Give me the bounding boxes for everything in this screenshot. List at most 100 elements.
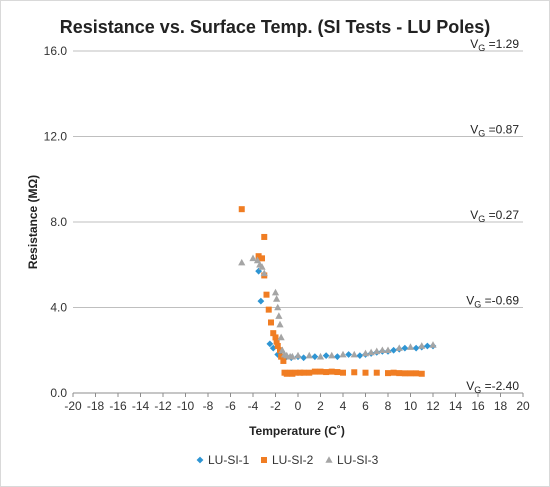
- data-point-lu-si-2: [328, 368, 335, 375]
- data-point-lu-si-2: [259, 255, 265, 262]
- data-point-lu-si-3: [274, 303, 282, 311]
- data-point-lu-si-2: [278, 353, 285, 360]
- data-point-lu-si-2: [261, 233, 268, 240]
- data-point-lu-si-1: [266, 340, 274, 348]
- data-point-lu-si-2: [292, 369, 299, 376]
- data-point-lu-si-3: [278, 346, 286, 354]
- data-point-lu-si-2: [351, 369, 358, 376]
- data-point-lu-si-1: [412, 344, 420, 352]
- x-tick-label: -4: [248, 399, 259, 413]
- legend-marker-lu-si-3: [325, 456, 333, 463]
- data-point-lu-si-1: [311, 353, 319, 361]
- data-point-lu-si-3: [253, 256, 262, 264]
- legend-marker-lu-si-2: [261, 457, 267, 463]
- y-tick-label: 12.0: [44, 130, 68, 144]
- vg-annotation: VG =0.27: [470, 208, 519, 224]
- data-point-lu-si-3: [384, 346, 392, 354]
- chart-title: Resistance vs. Surface Temp. (SI Tests -…: [60, 17, 490, 37]
- data-point-lu-si-3: [275, 312, 283, 319]
- x-tick-label: -6: [225, 399, 236, 413]
- data-point-lu-si-3: [418, 342, 426, 349]
- x-tick-label: -18: [87, 399, 105, 413]
- x-tick-label: -2: [270, 399, 281, 413]
- x-tick-label: -16: [109, 399, 127, 413]
- data-point-lu-si-2: [373, 369, 380, 376]
- data-point-lu-si-3: [361, 349, 370, 357]
- data-point-lu-si-3: [378, 346, 386, 354]
- data-point-lu-si-2: [396, 370, 403, 377]
- legend-label: LU-SI-3: [337, 453, 379, 467]
- data-point-lu-si-3: [273, 295, 281, 302]
- gridlines: [73, 50, 523, 308]
- data-point-lu-si-2: [277, 347, 283, 354]
- data-point-lu-si-2: [263, 291, 270, 298]
- data-point-lu-si-2: [385, 370, 391, 377]
- data-point-lu-si-3: [277, 333, 285, 341]
- data-point-lu-si-2: [265, 306, 272, 313]
- data-point-lu-si-1: [401, 344, 409, 352]
- legend-label: LU-SI-1: [208, 453, 250, 467]
- data-point-lu-si-3: [328, 351, 336, 359]
- data-point-lu-si-3: [305, 351, 313, 359]
- data-point-lu-si-1: [333, 353, 341, 361]
- data-point-lu-si-2: [270, 330, 277, 337]
- axes: [72, 392, 524, 397]
- data-point-lu-si-2: [289, 370, 296, 377]
- data-point-lu-si-1: [423, 342, 431, 350]
- vg-annotation: VG =1.29: [470, 37, 519, 53]
- data-point-lu-si-3: [395, 344, 403, 351]
- x-tick-label: 2: [317, 399, 324, 413]
- data-point-lu-si-1: [390, 346, 398, 354]
- data-point-lu-si-3: [339, 350, 347, 358]
- data-point-lu-si-2: [413, 370, 420, 377]
- x-tick-label: 12: [426, 399, 440, 413]
- data-point-lu-si-3: [429, 341, 437, 348]
- data-point-lu-si-2: [334, 369, 341, 376]
- data-point-lu-si-1: [300, 354, 308, 362]
- x-tick-label: 18: [494, 399, 508, 413]
- data-point-lu-si-3: [406, 343, 415, 350]
- x-tick-label: 14: [449, 399, 463, 413]
- data-point-lu-si-1: [345, 351, 353, 358]
- data-point-lu-si-3: [373, 347, 381, 355]
- data-point-lu-si-1: [356, 352, 364, 359]
- data-point-lu-si-3: [258, 263, 266, 270]
- data-point-lu-si-2: [407, 370, 414, 377]
- y-axis-title: Resistance (MΩ): [26, 175, 40, 269]
- x-tick-label: 16: [471, 399, 485, 413]
- x-axis-title: Temperature (C˚): [249, 424, 345, 438]
- x-tick-label: 0: [295, 399, 302, 413]
- data-point-lu-si-2: [297, 369, 304, 376]
- x-tick-label: 8: [385, 399, 392, 413]
- x-tick-label: 4: [340, 399, 347, 413]
- legend-marker-lu-si-1: [196, 456, 204, 464]
- data-point-lu-si-2: [255, 253, 262, 260]
- y-tick-label: 4.0: [50, 301, 67, 315]
- y-tick-label: 16.0: [44, 44, 68, 58]
- data-point-lu-si-2: [311, 368, 318, 375]
- x-tick-label: -8: [203, 399, 214, 413]
- data-point-lu-si-3: [238, 258, 246, 266]
- data-point-lu-si-2: [280, 357, 287, 364]
- x-tick-label: -10: [177, 399, 195, 413]
- data-point-lu-si-2: [300, 369, 307, 376]
- data-point-lu-si-2: [362, 369, 369, 376]
- y-tick-label: 0.0: [50, 386, 67, 400]
- data-point-lu-si-2: [418, 370, 425, 377]
- x-tick-label: -20: [64, 399, 82, 413]
- data-point-lu-si-3: [260, 269, 268, 277]
- data-point-lu-si-2: [340, 369, 346, 376]
- data-point-lu-si-2: [238, 206, 245, 213]
- vg-annotation: VG =-0.69: [466, 294, 519, 310]
- data-point-lu-si-3: [276, 320, 284, 328]
- data-point-lu-si-2: [268, 319, 274, 326]
- data-point-lu-si-3: [294, 351, 302, 359]
- vg-annotation: VG =0.87: [470, 123, 519, 139]
- data-point-lu-si-2: [317, 368, 324, 375]
- data-point-lu-si-3: [249, 254, 257, 262]
- data-point-lu-si-3: [316, 352, 325, 360]
- data-point-lu-si-2: [390, 369, 397, 376]
- data-point-lu-si-2: [323, 369, 330, 376]
